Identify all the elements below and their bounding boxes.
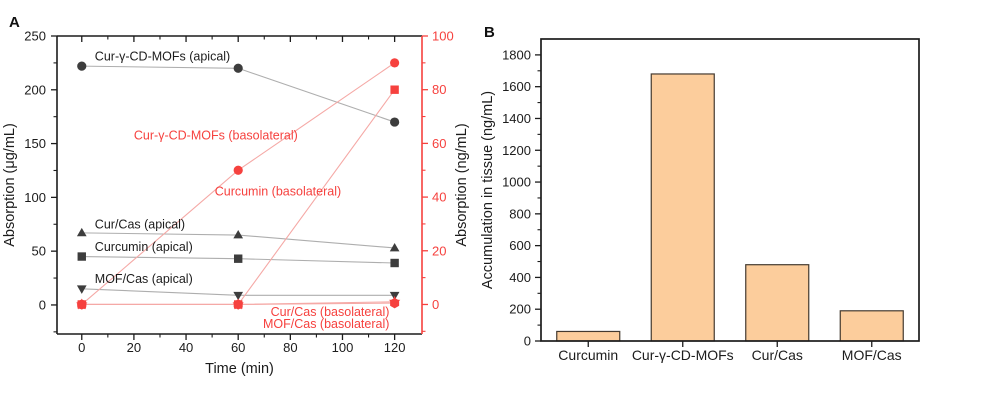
y-right-tick-label: 0 <box>432 297 439 312</box>
x-tick-label: 0 <box>78 340 85 355</box>
series-label-cur-cas-basolateral: Cur/Cas (basolateral) <box>271 305 390 319</box>
bar-cur-cd-mofs <box>650 73 715 342</box>
marker-curcumin-apical <box>390 258 399 268</box>
plot-frame <box>540 38 920 342</box>
bar-mof-cas <box>839 310 904 342</box>
x-axis-title: Time (min) <box>205 361 274 377</box>
y-left-tick-label: 200 <box>24 82 46 97</box>
y-right-tick-label: 80 <box>432 82 446 97</box>
y-tick-label: 0 <box>524 334 531 349</box>
x-tick-label: 20 <box>127 340 141 355</box>
y-left-tick-label: 250 <box>24 29 46 44</box>
y-left-tick-label: 0 <box>39 297 46 312</box>
y-axis-left-title: Absorption (μg/mL) <box>2 123 18 247</box>
bar-cur-cas <box>745 264 810 342</box>
marker-curcumin-basolateral <box>390 85 399 94</box>
panel-a-line-chart: 0 20 40 60 80 100 120 0 50 100 150 200 250 0 20 40 60 80 1… <box>2 29 470 378</box>
y-tick-label: 200 <box>509 302 531 317</box>
marker-cur-cd-mofs-basolateral <box>233 165 243 175</box>
y-left-tick-label: 100 <box>24 190 46 205</box>
panel-b-label: B <box>484 24 495 41</box>
x-category-label-mof-cas: MOF/Cas <box>842 347 902 363</box>
y-tick-label: 600 <box>509 238 531 253</box>
panel-a-label: A <box>9 14 20 31</box>
marker-curcumin-apical <box>233 254 243 263</box>
y-right-tick-label: 60 <box>432 136 446 151</box>
y-tick-label: 1600 <box>502 79 531 94</box>
x-category-label-curcumin: Curcumin <box>558 347 618 363</box>
y-right-tick-label: 40 <box>432 190 446 205</box>
y-axis-right-title: Absorption (ng/mL) <box>454 123 470 246</box>
y-tick-label: 1000 <box>502 175 531 190</box>
marker-cur-cas-apical <box>389 242 400 252</box>
series-markers-cur-cas-apical <box>76 227 400 252</box>
x-tick-label: 100 <box>332 340 354 355</box>
panel-b-bar-chart: 0 200 400 600 800 1000 1200 1400 1600 1800 Curcumi… <box>480 38 920 363</box>
marker-cur-cd-mofs-apical <box>77 61 87 71</box>
y-axis-title: Accumulation in tissue (ng/mL) <box>480 91 496 289</box>
series-markers-mof-cas-apical <box>76 285 400 301</box>
y-tick-label: 1400 <box>502 111 531 126</box>
x-tick-label: 80 <box>283 340 297 355</box>
y-tick-label: 1800 <box>502 47 531 62</box>
series-label-mof-cas-apical: MOF/Cas (apical) <box>95 272 193 286</box>
marker-cur-cas-basolateral <box>76 298 88 310</box>
marker-curcumin-apical <box>77 252 86 261</box>
marker-cur-cd-mofs-basolateral <box>390 58 400 68</box>
series-markers-curcumin-apical <box>77 252 399 268</box>
series-label-curcumin-basolateral: Curcumin (basolateral) <box>215 185 341 199</box>
y-left-tick-label: 150 <box>24 136 46 151</box>
marker-mof-cas-apical <box>76 285 87 294</box>
marker-cur-cas-basolateral <box>388 295 401 307</box>
x-tick-label: 40 <box>179 340 193 355</box>
x-category-label-cur-cas: Cur/Cas <box>752 347 803 363</box>
series-label-mof-cas-basolateral: MOF/Cas (basolateral) <box>263 317 389 331</box>
y-right-tick-label: 20 <box>432 243 446 258</box>
series-label-cur-cd-mofs-apical: Cur-γ-CD-MOFs (apical) <box>95 49 230 63</box>
series-markers-cur-cd-mofs-apical <box>77 61 400 127</box>
bar-curcumin <box>556 330 621 342</box>
series-line-cur-cd-mofs-basolateral <box>81 62 395 305</box>
x-tick-label: 60 <box>231 340 245 355</box>
marker-cur-cd-mofs-apical <box>390 117 400 127</box>
x-category-label-cur-cd-mofs: Cur-γ-CD-MOFs <box>632 347 734 363</box>
series-label-curcumin-apical: Curcumin (apical) <box>95 240 193 254</box>
marker-cur-cas-apical <box>76 227 87 237</box>
y-tick-label: 1200 <box>502 143 531 158</box>
y-tick-label: 800 <box>509 206 531 221</box>
series-label-cur-cas-apical: Cur/Cas (apical) <box>95 217 185 231</box>
marker-cur-cd-mofs-apical <box>233 63 243 73</box>
marker-mof-cas-apical <box>233 291 244 301</box>
x-tick-label: 120 <box>384 340 406 355</box>
series-markers-cur-cas-basolateral <box>76 295 401 310</box>
marker-cur-cas-apical <box>233 230 244 239</box>
series-line-cur-cd-mofs-apical <box>81 65 395 123</box>
y-tick-label: 400 <box>509 270 531 285</box>
y-left-tick-label: 50 <box>32 244 46 259</box>
marker-cur-cas-basolateral <box>232 298 244 310</box>
series-label-cur-cd-mofs-basolateral: Cur-γ-CD-MOFs (basolateral) <box>134 128 298 142</box>
y-right-tick-label: 100 <box>432 29 454 44</box>
